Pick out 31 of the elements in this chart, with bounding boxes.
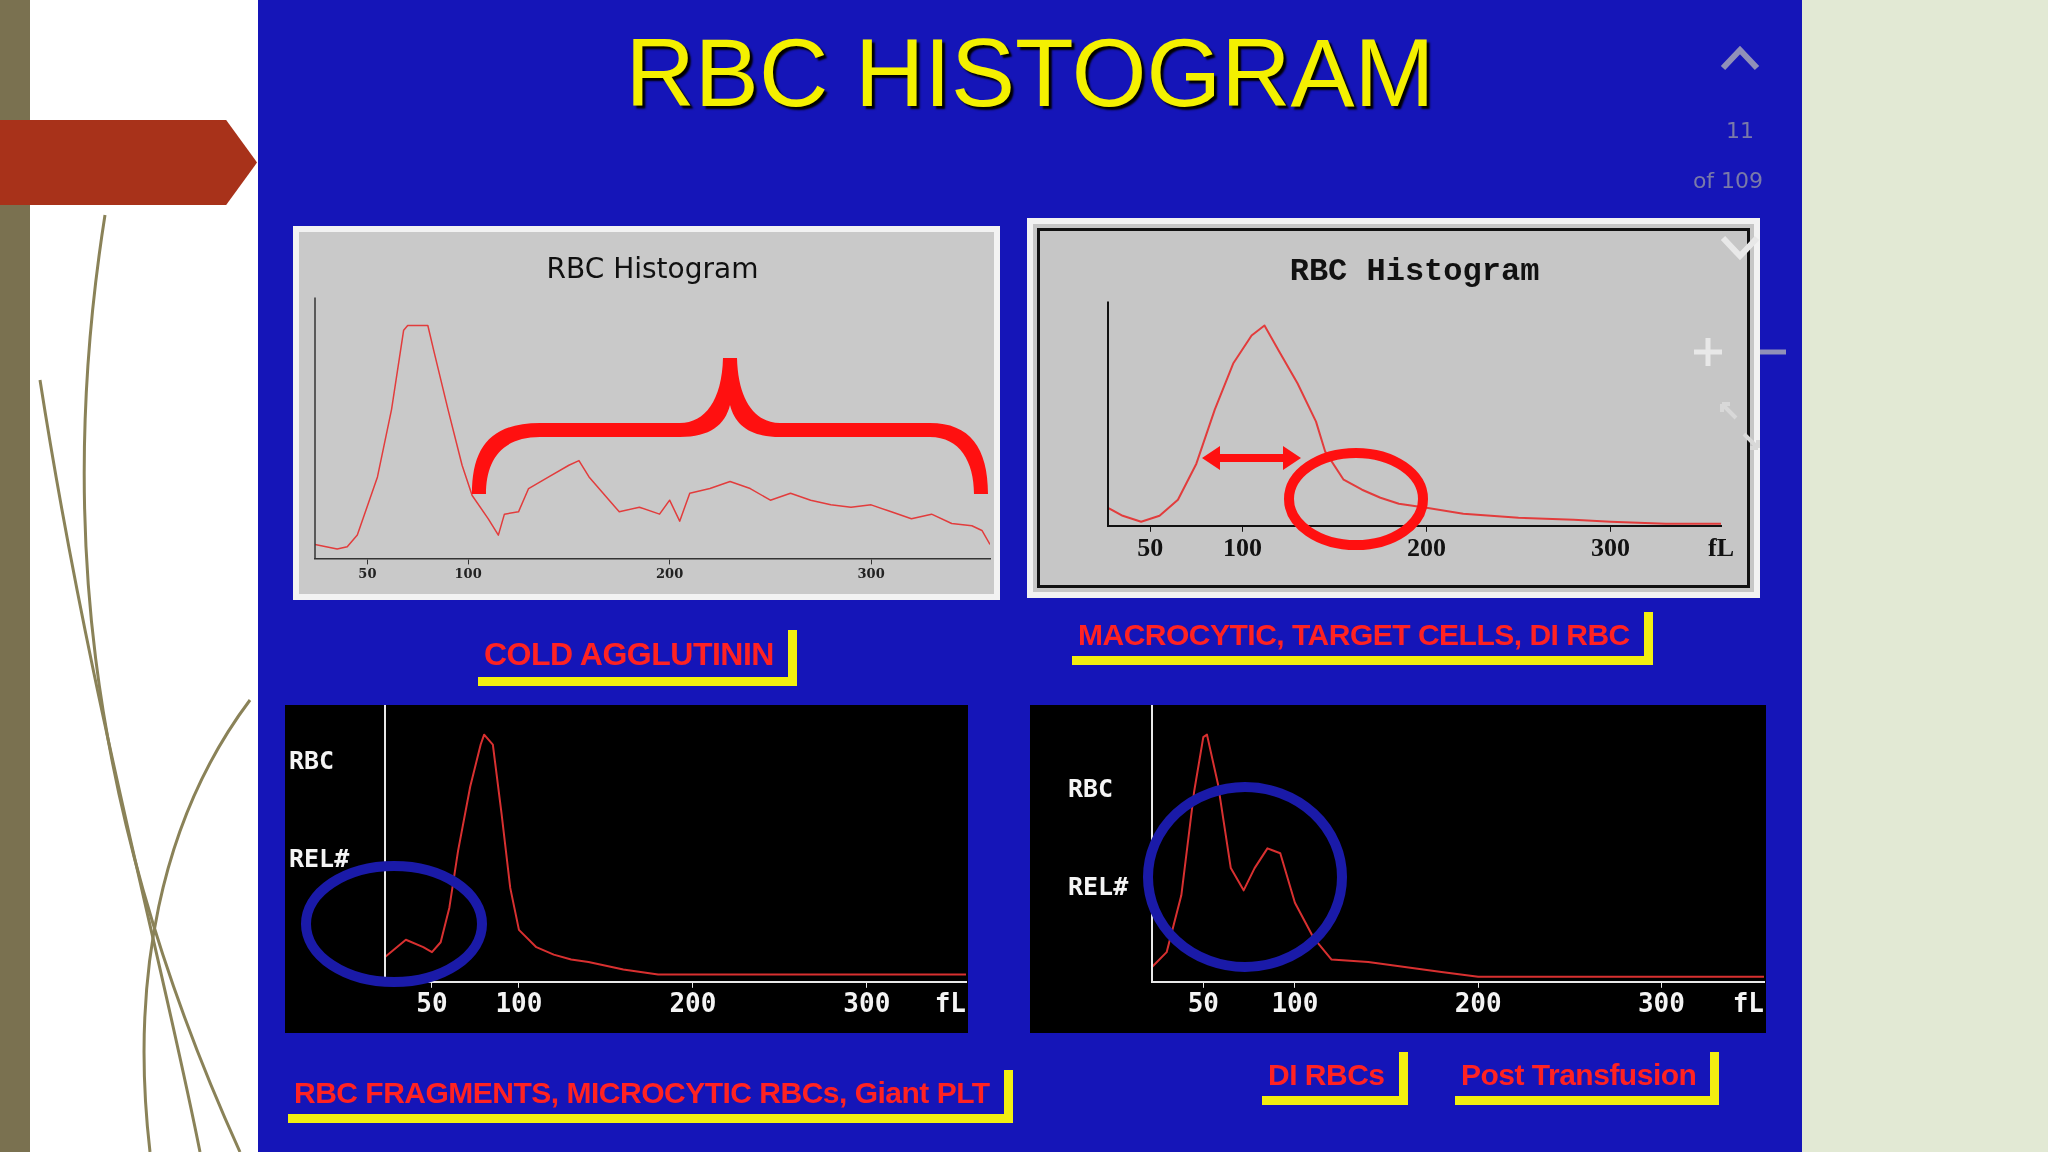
x-axis-title: fL [1708, 532, 1734, 562]
x-tick-label: 100 [454, 565, 482, 581]
text: RBC REL# [1068, 774, 1129, 901]
chart-title: RBC Histogram [546, 252, 759, 286]
text: DI RBCs [1262, 1052, 1408, 1105]
x-tick-label: 50 [416, 988, 448, 1019]
text: COLD AGGLUTININ [478, 630, 797, 686]
x-tick-label: 200 [1406, 533, 1446, 563]
x-tick-label: 100 [495, 988, 543, 1019]
x-tick-label: 100 [1271, 988, 1319, 1019]
x-tick-label: 300 [843, 988, 891, 1019]
x-tick-label: 200 [656, 565, 684, 581]
x-tick-label: 300 [1591, 533, 1631, 563]
x-tick-label: 50 [358, 565, 377, 581]
x-tick-label: 300 [1637, 988, 1685, 1019]
x-tick-label: 100 [1222, 533, 1262, 563]
text: RBC REL# [289, 746, 350, 873]
x-tick-label: 50 [1187, 988, 1219, 1019]
x-tick-label: 200 [669, 988, 717, 1019]
text: MACROCYTIC, TARGET CELLS, DI RBC [1072, 612, 1653, 665]
text: of 109 [1691, 168, 1765, 193]
text: RBC FRAGMENTS, MICROCYTIC RBCs, Giant PLT [288, 1070, 1013, 1123]
x-tick-label: 200 [1454, 988, 1502, 1019]
x-tick-label: 300 [857, 565, 885, 581]
text: RBC HISTOGRAM [625, 19, 1435, 126]
text: 11 [1725, 118, 1755, 143]
x-tick-label: 50 [1137, 533, 1164, 563]
x-axis-title: fL [1732, 987, 1764, 1018]
text: Post Transfusion [1455, 1052, 1720, 1105]
chart-title: RBC Histogram [1289, 253, 1540, 291]
x-axis-title: fL [934, 987, 966, 1018]
